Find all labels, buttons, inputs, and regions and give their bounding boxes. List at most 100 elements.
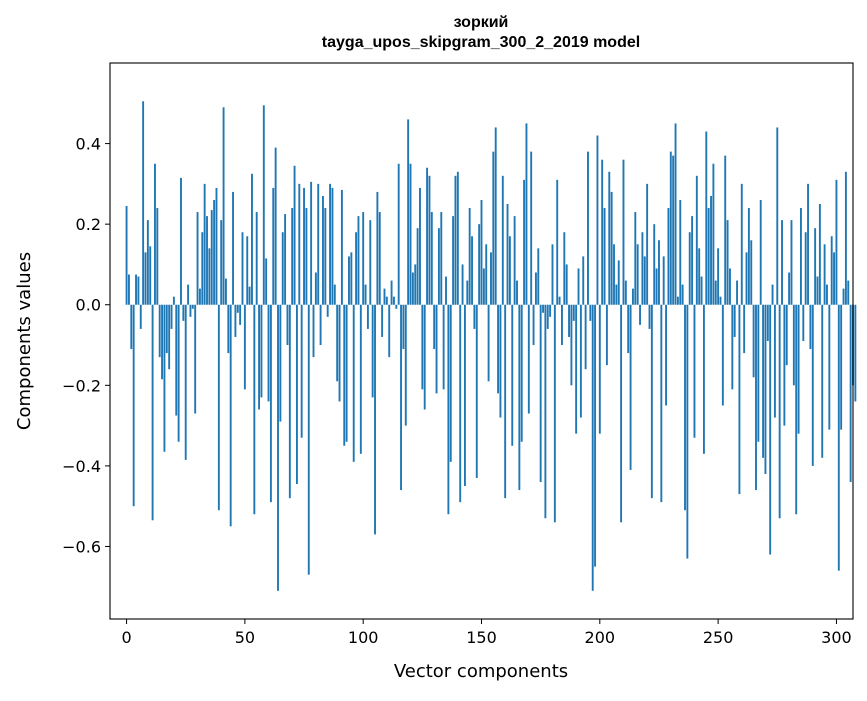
y-axis: −0.6 −0.4 −0.2 0.0 0.2 0.4	[62, 135, 110, 556]
bar	[594, 304, 597, 567]
bar	[227, 304, 230, 354]
bar	[362, 212, 365, 305]
bar	[430, 212, 433, 305]
bar	[501, 175, 504, 305]
bar	[646, 183, 649, 305]
bar	[686, 304, 689, 559]
bar	[620, 304, 623, 523]
bar	[236, 304, 239, 313]
bar	[615, 284, 618, 305]
bar	[426, 167, 429, 305]
bar	[840, 304, 843, 430]
x-tick-label: 300	[821, 628, 852, 647]
bar	[743, 304, 746, 354]
bar	[778, 304, 781, 519]
bar	[643, 256, 646, 305]
bar	[239, 304, 242, 325]
bar	[312, 304, 315, 358]
bar	[693, 304, 696, 438]
bar	[158, 304, 161, 358]
bar	[527, 304, 530, 414]
axes-frame	[109, 62, 854, 620]
bar	[196, 212, 199, 305]
bar	[163, 304, 166, 452]
bar	[802, 304, 805, 341]
bar	[303, 187, 305, 305]
bar	[348, 256, 350, 305]
bar	[769, 304, 772, 555]
bar	[473, 304, 476, 329]
bar	[449, 304, 452, 462]
bar	[177, 304, 180, 442]
bar	[504, 304, 507, 499]
bar	[811, 304, 814, 466]
x-tick-label: 150	[466, 628, 497, 647]
bar	[201, 232, 204, 305]
bar	[596, 135, 599, 305]
bar	[364, 284, 367, 305]
bar-series	[125, 101, 857, 591]
x-axis: 0 50 100 150 200 250 300	[121, 619, 852, 647]
bar	[127, 274, 130, 305]
bar	[210, 210, 213, 305]
bar	[149, 246, 152, 305]
bar	[480, 199, 483, 305]
bar	[492, 151, 495, 305]
bar	[721, 304, 724, 406]
bar	[561, 304, 563, 346]
bar	[702, 304, 705, 454]
bar	[454, 175, 457, 305]
bar	[265, 258, 268, 305]
bar	[830, 236, 833, 305]
bar	[390, 280, 393, 305]
bar	[286, 304, 289, 346]
bar	[648, 304, 651, 329]
bar	[710, 195, 712, 305]
bar	[478, 224, 481, 305]
bar	[281, 232, 284, 305]
bar	[251, 173, 253, 305]
bar	[213, 199, 216, 305]
bar	[374, 304, 376, 535]
bar	[340, 189, 343, 305]
bar	[695, 175, 698, 305]
x-tick-label: 100	[348, 628, 379, 647]
bar	[534, 272, 537, 305]
bar	[170, 304, 173, 329]
bar	[752, 304, 755, 378]
bar	[776, 127, 779, 305]
bar	[255, 212, 258, 305]
bar	[217, 304, 220, 511]
bar	[804, 232, 807, 305]
bar	[688, 232, 691, 305]
bar	[837, 304, 840, 571]
bar	[482, 268, 485, 305]
bar	[847, 280, 850, 305]
bar	[660, 304, 663, 503]
bar	[667, 208, 670, 305]
y-axis-label: Components values	[14, 252, 35, 430]
bar	[785, 304, 788, 366]
bar	[139, 304, 142, 329]
bar	[579, 304, 582, 418]
chart-title: зоркий tayga_upos_skipgram_300_2_2019 mod…	[322, 14, 640, 51]
chart-title-line: tayga_upos_skipgram_300_2_2019 model	[322, 34, 640, 51]
bar	[553, 304, 556, 523]
bar	[762, 304, 765, 458]
bar	[731, 304, 734, 390]
bar	[317, 183, 320, 305]
bar	[577, 268, 580, 305]
bar	[572, 304, 575, 321]
bar	[821, 304, 824, 458]
bar	[747, 208, 750, 305]
bar	[681, 284, 684, 305]
bar	[182, 304, 185, 321]
bar	[241, 232, 244, 305]
y-tick-label: −0.6	[62, 537, 101, 556]
bar	[636, 244, 639, 305]
bar	[617, 260, 620, 305]
bar	[336, 304, 339, 382]
y-tick-label: 0.4	[76, 135, 101, 154]
bar	[253, 304, 256, 515]
